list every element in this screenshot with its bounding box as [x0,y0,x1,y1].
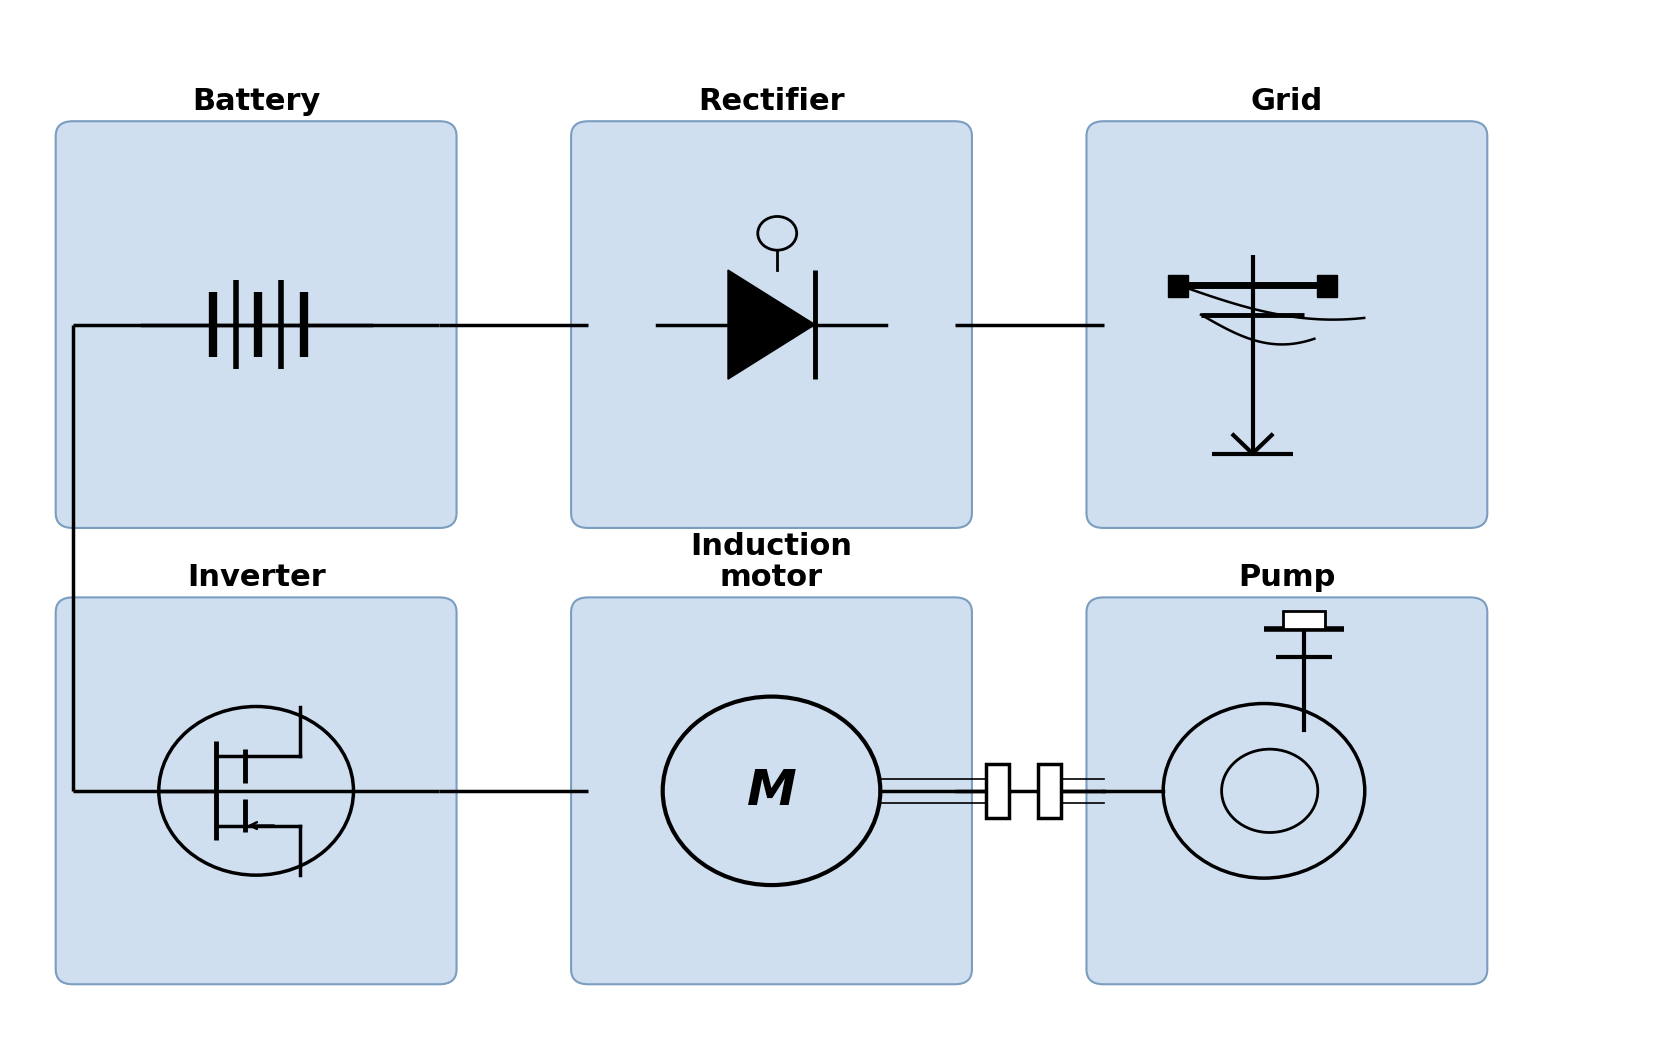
FancyBboxPatch shape [55,121,457,528]
FancyBboxPatch shape [571,121,971,528]
FancyBboxPatch shape [1038,763,1061,818]
FancyBboxPatch shape [571,598,971,985]
Text: Induction
motor: Induction motor [691,532,853,592]
Polygon shape [728,270,814,380]
FancyBboxPatch shape [1087,121,1487,528]
FancyBboxPatch shape [1317,275,1337,297]
Text: Pump: Pump [1238,563,1335,592]
Text: Rectifier: Rectifier [698,88,845,116]
FancyBboxPatch shape [1168,275,1188,297]
FancyBboxPatch shape [986,763,1008,818]
FancyBboxPatch shape [55,598,457,985]
Text: M: M [746,767,796,815]
Text: Grid: Grid [1250,88,1324,116]
Text: Battery: Battery [192,88,320,116]
FancyBboxPatch shape [1087,598,1487,985]
Text: Inverter: Inverter [187,563,325,592]
FancyBboxPatch shape [1283,611,1325,629]
